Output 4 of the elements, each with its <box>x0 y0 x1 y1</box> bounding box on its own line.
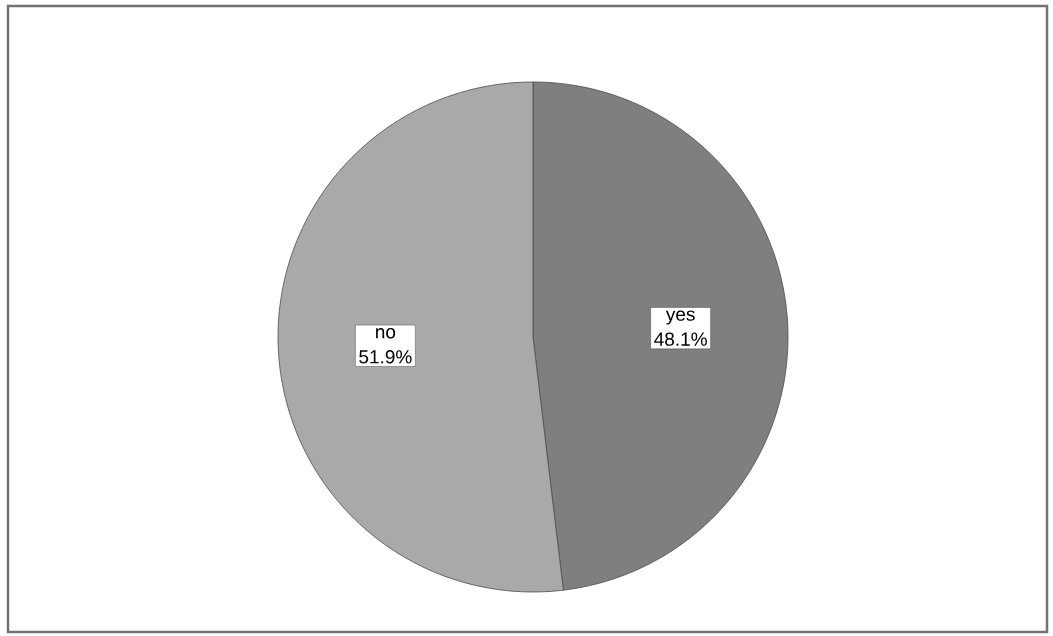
data-label: 48.1% <box>654 332 707 346</box>
slice-label: yes <box>665 310 695 325</box>
slice-label: no <box>376 328 396 339</box>
data-label: 51.9% <box>359 350 412 364</box>
